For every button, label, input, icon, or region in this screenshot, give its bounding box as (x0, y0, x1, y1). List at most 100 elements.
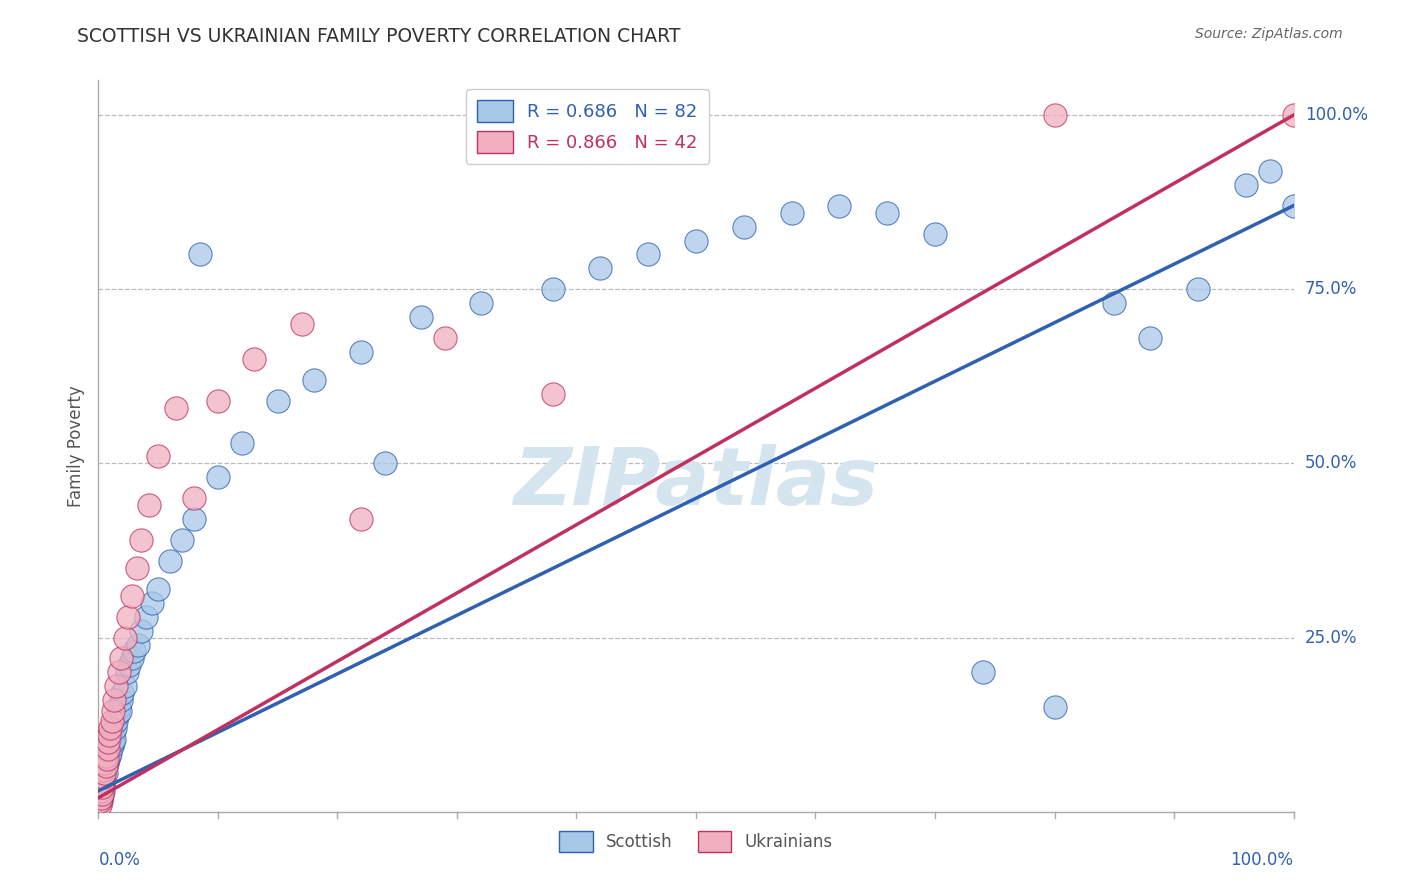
Point (135, 609, 157, 624)
Point (470, 296, 492, 310)
Point (148, 450, 170, 464)
Point (91, 770, 114, 784)
Point (90, 784, 112, 798)
Point (243, 351, 266, 366)
Point (685, 234, 707, 248)
Point (93, 763, 115, 777)
Point (127, 638, 149, 652)
Point (1282, 108, 1305, 122)
Point (1043, 108, 1066, 122)
Point (93, 756, 115, 770)
Point (90, 784, 112, 798)
Point (1282, 199, 1305, 213)
Point (231, 435, 253, 450)
Point (96, 746, 118, 760)
Point (114, 679, 136, 693)
Point (207, 393, 229, 408)
Point (374, 457, 396, 471)
Point (107, 700, 129, 714)
Point (733, 219, 755, 234)
Y-axis label: Family Poverty: Family Poverty (66, 385, 84, 507)
Point (188, 247, 211, 261)
Point (350, 345, 373, 359)
Point (90, 780, 112, 795)
Point (91, 780, 114, 795)
Point (434, 331, 457, 345)
Point (91, 777, 114, 791)
Point (94, 759, 117, 773)
Point (105, 679, 128, 693)
Point (924, 227, 946, 241)
Point (90, 790, 112, 805)
Text: 50.0%: 50.0% (1305, 454, 1357, 473)
Point (118, 658, 141, 673)
Point (1104, 296, 1126, 310)
Point (138, 498, 160, 512)
Point (107, 665, 129, 680)
Point (110, 651, 132, 665)
Point (100, 728, 122, 742)
Point (972, 665, 994, 680)
Point (172, 533, 194, 547)
Point (93, 766, 115, 780)
Point (96, 752, 118, 766)
Text: ZIPatlas: ZIPatlas (513, 443, 879, 522)
Point (97, 742, 120, 756)
Point (94, 749, 117, 764)
Point (91, 777, 114, 791)
Point (101, 724, 124, 739)
Point (89, 790, 111, 805)
Point (93, 756, 115, 770)
Text: 25.0%: 25.0% (1305, 629, 1357, 647)
Point (91, 777, 114, 791)
Point (98, 746, 122, 760)
Point (103, 693, 125, 707)
Point (89, 797, 111, 812)
Point (104, 721, 127, 735)
Point (94, 759, 117, 773)
Point (91, 773, 114, 788)
Point (100, 739, 122, 753)
Point (90, 790, 112, 805)
Point (105, 714, 128, 728)
Point (685, 108, 707, 122)
Point (411, 310, 433, 325)
Point (114, 631, 136, 645)
Point (541, 386, 564, 401)
Legend: Scottish, Ukrainians: Scottish, Ukrainians (553, 824, 839, 858)
Point (350, 512, 373, 526)
Point (98, 721, 122, 735)
Point (110, 693, 132, 707)
Point (876, 205, 898, 219)
Point (97, 742, 120, 756)
Point (91, 780, 114, 795)
Point (111, 686, 134, 700)
Point (97, 735, 120, 749)
Point (183, 491, 205, 506)
Point (148, 582, 170, 596)
Point (183, 512, 205, 526)
Point (541, 282, 564, 296)
Text: 100.0%: 100.0% (1305, 106, 1368, 124)
Point (103, 731, 125, 746)
Point (96, 749, 118, 764)
Point (89, 787, 111, 801)
Point (89, 794, 111, 808)
Point (302, 373, 325, 387)
Point (1187, 282, 1209, 296)
Point (91, 784, 114, 798)
Point (96, 756, 118, 770)
Point (589, 261, 612, 276)
Point (100, 714, 122, 728)
Point (267, 393, 290, 408)
Point (90, 794, 112, 808)
Point (117, 609, 139, 624)
Text: 0.0%: 0.0% (98, 851, 141, 869)
Point (98, 728, 121, 742)
Point (91, 770, 114, 784)
Point (141, 596, 163, 610)
Point (121, 589, 143, 603)
Point (125, 561, 148, 575)
Point (107, 707, 129, 722)
Point (91, 787, 114, 801)
